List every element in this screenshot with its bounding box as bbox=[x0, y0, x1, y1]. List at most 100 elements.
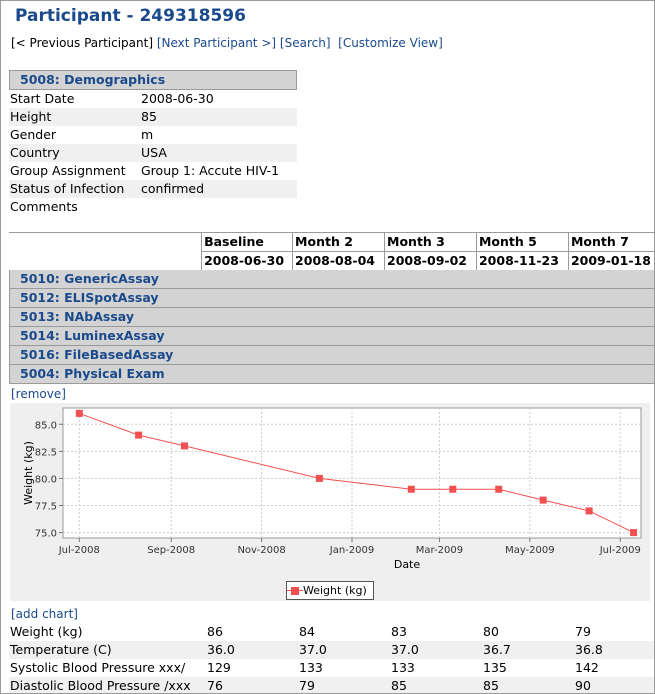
data-point bbox=[449, 485, 457, 493]
visit-date: 2008-09-02 bbox=[384, 251, 477, 271]
measure-row: Weight (kg) 86 84 83 80 79 bbox=[9, 623, 654, 641]
data-point bbox=[315, 474, 323, 482]
measure-label: Diastolic Blood Pressure /xxx bbox=[10, 678, 191, 693]
series-line bbox=[79, 412, 634, 534]
measure-label: Temperature (C) bbox=[10, 642, 112, 657]
legend-label: Weight (kg) bbox=[303, 584, 367, 597]
measure-value: 135 bbox=[483, 660, 507, 675]
visit-date: 2009-01-18 bbox=[567, 251, 654, 271]
x-tick-label: Sep-2008 bbox=[147, 545, 195, 556]
visit-name: Month 2 bbox=[292, 232, 386, 252]
x-tick-label: May-2009 bbox=[505, 545, 555, 556]
weight-chart: 75.0 77.5 80.0 82.5 85.0 Jul-2008 Sep-2008 Nov-… bbox=[10, 403, 650, 601]
measure-value: 36.7 bbox=[483, 642, 511, 657]
measure-value: 79 bbox=[575, 624, 591, 639]
visit-date: 2008-08-04 bbox=[292, 251, 386, 271]
measure-row: Temperature (C) 36.0 37.0 37.0 36.7 36.8 bbox=[9, 641, 654, 659]
visit-name: Month 7 bbox=[567, 232, 654, 252]
data-point bbox=[181, 442, 189, 450]
measure-value: 36.8 bbox=[575, 642, 603, 657]
measure-value: 37.0 bbox=[299, 642, 327, 657]
y-tick-label: 85.0 bbox=[35, 420, 57, 431]
visit-dates-row: 2008-06-30 2008-08-04 2008-09-02 2008-11… bbox=[9, 251, 654, 271]
demographics-value: confirmed bbox=[141, 181, 205, 196]
measure-value: 142 bbox=[575, 660, 599, 675]
page-title: Participant - 249318596 bbox=[15, 6, 246, 26]
demographics-value: 2008-06-30 bbox=[141, 91, 214, 106]
data-point bbox=[75, 409, 83, 417]
x-axis-label: Date bbox=[394, 558, 421, 571]
demographics-value: Group 1: Accute HIV-1 bbox=[141, 163, 280, 178]
measure-value: 86 bbox=[207, 624, 223, 639]
measure-row: Diastolic Blood Pressure /xxx 76 79 85 85 90 bbox=[9, 677, 654, 693]
search-link[interactable]: [Search] bbox=[279, 36, 331, 50]
demographics-label: Gender bbox=[10, 127, 57, 142]
data-point bbox=[407, 485, 415, 493]
demographics-label: Status of Infection bbox=[10, 181, 125, 196]
demographics-label: Height bbox=[10, 109, 52, 124]
demographics-label: Comments bbox=[10, 199, 78, 214]
measure-value: 37.0 bbox=[391, 642, 419, 657]
measure-value: 80 bbox=[483, 624, 499, 639]
measure-value: 85 bbox=[391, 678, 407, 693]
add-chart-link[interactable]: [add chart] bbox=[11, 607, 78, 621]
demographics-row: Country USA bbox=[9, 144, 297, 162]
demographics-label: Group Assignment bbox=[10, 163, 126, 178]
demographics-row: Height 85 bbox=[9, 108, 297, 126]
demographics-value: 85 bbox=[141, 109, 157, 124]
visit-spacer bbox=[9, 232, 203, 252]
data-point bbox=[585, 507, 593, 515]
y-tick-label: 75.0 bbox=[35, 529, 57, 540]
dataset-header[interactable]: 5016: FileBasedAssay bbox=[9, 346, 654, 365]
data-point bbox=[135, 431, 143, 439]
visit-name: Baseline bbox=[201, 232, 294, 252]
x-tick-label: Jul-2008 bbox=[58, 545, 100, 556]
measure-label: Weight (kg) bbox=[10, 624, 83, 639]
visit-spacer bbox=[9, 251, 203, 271]
demographics-label: Country bbox=[10, 145, 60, 160]
dataset-header[interactable]: 5004: Physical Exam bbox=[9, 365, 654, 384]
visit-name: Month 3 bbox=[384, 232, 477, 252]
demographics-header[interactable]: 5008: Demographics bbox=[9, 70, 297, 90]
dataset-header[interactable]: 5013: NAbAssay bbox=[9, 308, 654, 327]
x-tick-label: Jan-2009 bbox=[329, 545, 374, 556]
prev-participant-link[interactable]: [< Previous Participant] bbox=[11, 36, 153, 50]
y-tick-label: 77.5 bbox=[35, 502, 57, 513]
legend-marker-icon bbox=[287, 586, 303, 595]
measure-value: 36.0 bbox=[207, 642, 235, 657]
chart-legend: Weight (kg) bbox=[286, 581, 374, 600]
x-tick-label: Mar-2009 bbox=[416, 545, 463, 556]
measure-value: 85 bbox=[483, 678, 499, 693]
remove-chart-link[interactable]: [remove] bbox=[11, 387, 66, 401]
y-tick-label: 80.0 bbox=[35, 474, 57, 485]
weight-chart-svg: 75.0 77.5 80.0 82.5 85.0 Jul-2008 Sep-2008 Nov-… bbox=[22, 407, 642, 571]
demographics-row: Group Assignment Group 1: Accute HIV-1 bbox=[9, 162, 297, 180]
demographics-label: Start Date bbox=[10, 91, 75, 106]
demographics-value: USA bbox=[141, 145, 167, 160]
visit-date: 2008-06-30 bbox=[201, 251, 294, 271]
y-axis-label: Weight (kg) bbox=[22, 441, 35, 505]
demographics-row: Status of Infection confirmed bbox=[9, 180, 297, 198]
visits-table: Baseline Month 2 Month 3 Month 5 Month 7… bbox=[9, 232, 654, 271]
demographics-row: Comments bbox=[9, 198, 297, 216]
measure-value: 90 bbox=[575, 678, 591, 693]
data-point bbox=[539, 496, 547, 504]
measure-value: 133 bbox=[391, 660, 415, 675]
dataset-header[interactable]: 5010: GenericAssay bbox=[9, 270, 654, 289]
demographics-row: Start Date 2008-06-30 bbox=[9, 90, 297, 108]
dataset-header[interactable]: 5012: ELISpotAssay bbox=[9, 289, 654, 308]
dataset-header[interactable]: 5014: LuminexAssay bbox=[9, 327, 654, 346]
measure-value: 76 bbox=[207, 678, 223, 693]
measure-value: 79 bbox=[299, 678, 315, 693]
customize-view-link[interactable]: [Customize View] bbox=[338, 36, 443, 50]
measure-value: 129 bbox=[207, 660, 231, 675]
measure-value: 84 bbox=[299, 624, 315, 639]
visit-date: 2008-11-23 bbox=[475, 251, 569, 271]
x-tick-label: Nov-2008 bbox=[237, 545, 285, 556]
measure-row: Systolic Blood Pressure xxx/129 133 133 135… bbox=[9, 659, 654, 677]
data-point bbox=[630, 529, 638, 537]
demographics-value: m bbox=[141, 127, 154, 142]
x-tick-label: Jul-2009 bbox=[599, 545, 641, 556]
next-participant-link[interactable]: [Next Participant >] bbox=[156, 36, 277, 50]
visit-names-row: Baseline Month 2 Month 3 Month 5 Month 7 bbox=[9, 232, 654, 252]
